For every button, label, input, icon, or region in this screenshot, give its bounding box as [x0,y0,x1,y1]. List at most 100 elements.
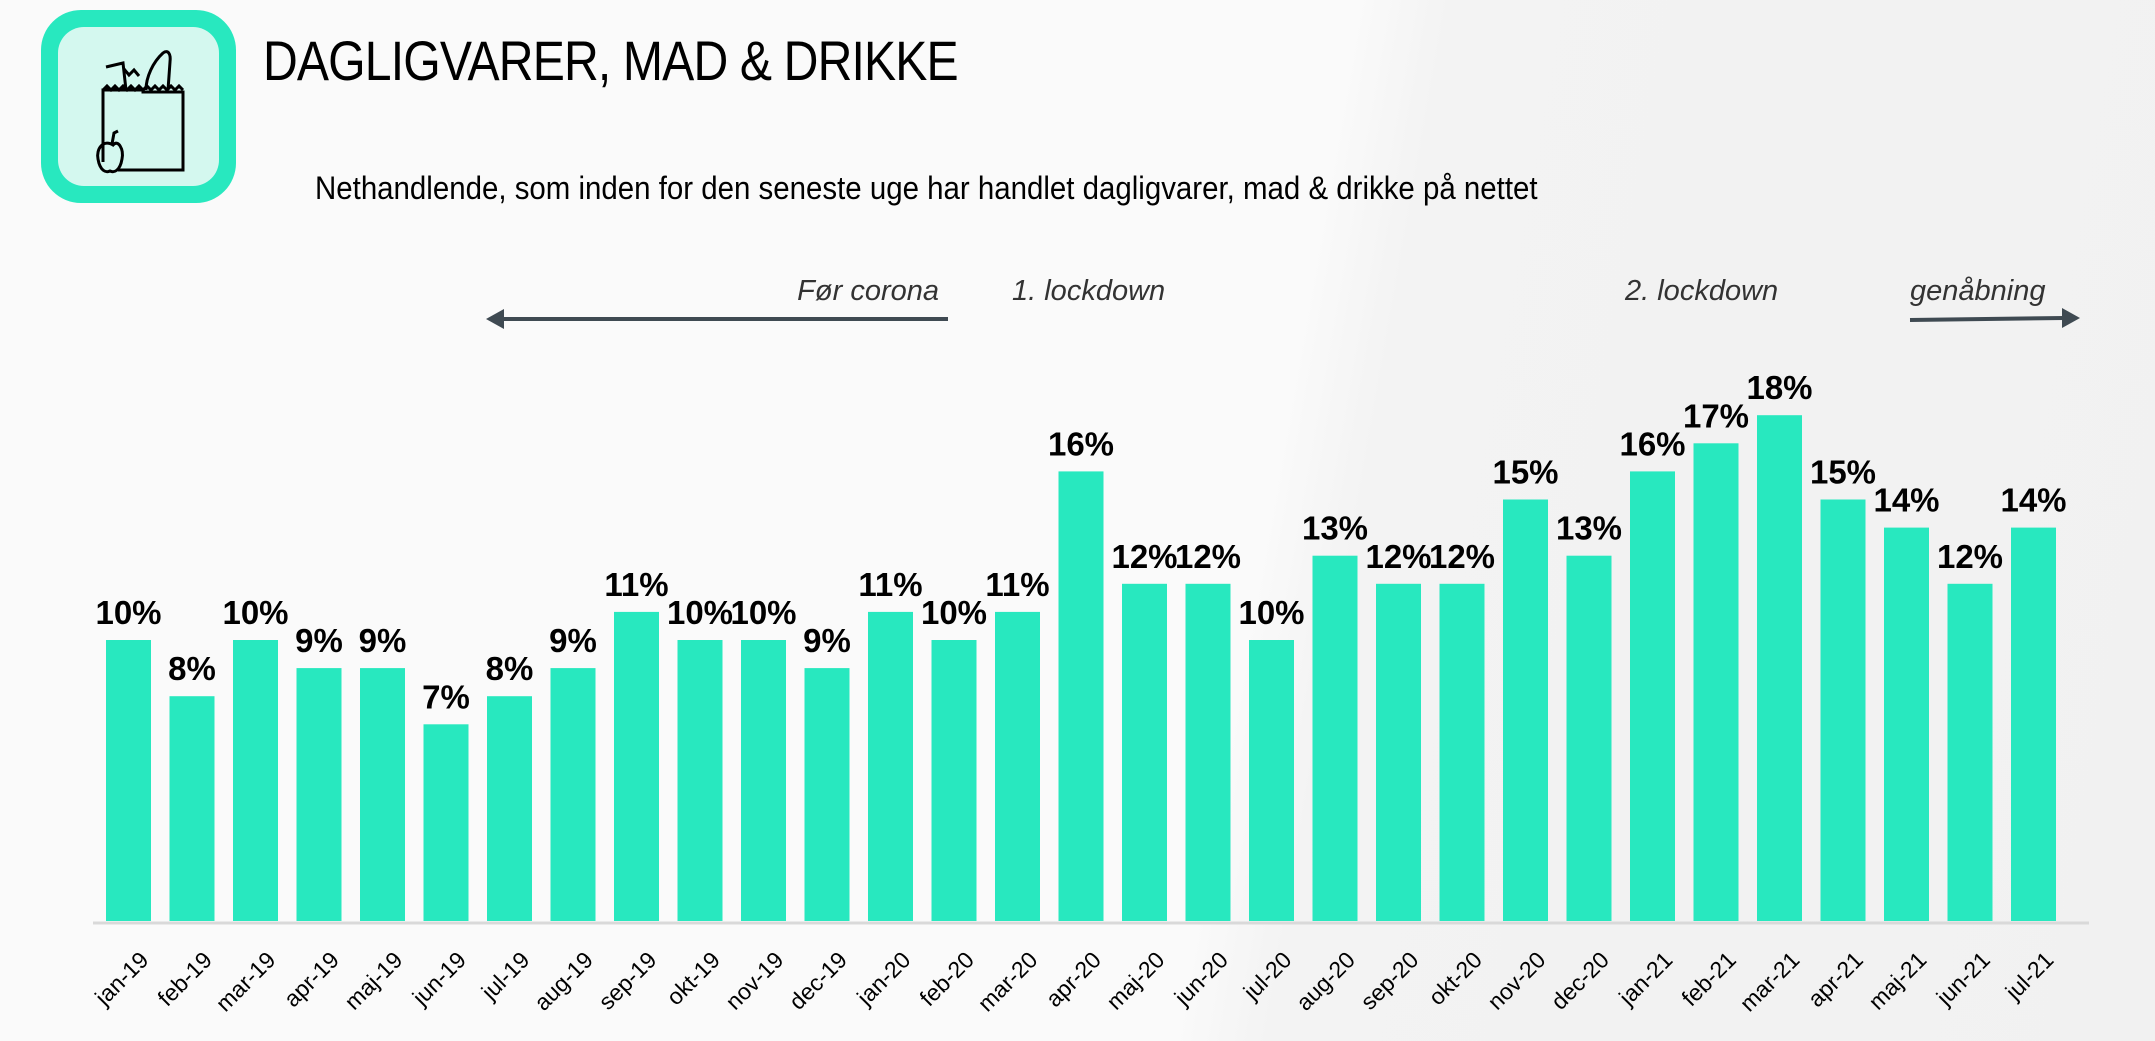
x-tick-label: jan-21 [1613,947,1677,1011]
bar-mar-21 [1757,415,1802,921]
data-label: 11% [858,566,922,603]
x-tick-label: dec-20 [1546,947,1614,1015]
grocery-icon-tile [41,10,236,203]
data-label: 10% [730,594,796,631]
bar-mar-20 [995,611,1040,921]
x-tick-label: jun-21 [1931,947,1995,1011]
data-label: 8% [486,650,534,687]
data-label: 9% [359,622,407,659]
x-tick-label: sep-19 [593,947,661,1015]
data-label: 12% [1175,538,1241,575]
data-label: 15% [1492,454,1558,491]
bar-feb-20 [931,640,977,921]
bar-mar-19 [233,640,278,921]
x-tick-label: okt-19 [661,947,725,1011]
data-label: 14% [1873,482,1939,519]
data-label: 10% [95,594,161,631]
x-tick-label: okt-20 [1423,947,1487,1011]
data-label: 13% [1302,510,1368,547]
bar-jun-21 [1947,583,1993,921]
page-title: DAGLIGVARER, MAD & DRIKKE [263,29,959,92]
bar-nov-19 [741,640,786,921]
data-label: 12% [1365,538,1431,575]
data-label: 11% [604,566,668,603]
bar-apr-20 [1058,471,1104,921]
bar-jan-19 [106,640,151,921]
data-label: 10% [921,594,987,631]
x-tick-label: mar-20 [973,947,1043,1017]
x-tick-label: aug-20 [1291,947,1360,1016]
x-tick-label: mar-19 [211,947,281,1017]
data-label: 16% [1048,425,1114,462]
data-label: 7% [422,678,470,715]
bar-feb-21 [1693,443,1739,921]
bar-apr-21 [1820,499,1866,921]
x-tick-label: jun-19 [407,947,471,1011]
bar-apr-19 [296,668,342,921]
annotation-before-corona: Før corona [797,275,939,307]
x-tick-label: feb-20 [914,947,979,1012]
bar-okt-20 [1439,583,1485,921]
data-label: 10% [1238,594,1304,631]
data-label: 11% [985,566,1049,603]
data-label: 10% [222,594,288,631]
x-tick-label: jun-20 [1169,947,1233,1011]
data-label: 13% [1556,510,1622,547]
bar-maj-20 [1122,583,1167,921]
x-tick-label: dec-19 [784,947,852,1015]
grocery-bag-icon [96,50,185,174]
bar-dec-19 [804,668,850,921]
x-tick-label: mar-21 [1735,947,1805,1017]
bar-feb-19 [169,696,215,921]
x-tick-label: feb-21 [1676,947,1741,1012]
bar-dec-20 [1566,555,1612,921]
data-label: 9% [549,622,597,659]
data-label: 14% [2000,482,2066,519]
x-tick-label: jan-20 [851,947,915,1011]
bar-okt-19 [677,640,723,921]
arrow-right-icon [1909,308,2080,328]
bar-aug-19 [550,668,596,921]
bar-jan-20 [868,611,913,921]
x-tick-label: feb-19 [152,947,217,1012]
x-tick-label: maj-21 [1863,947,1931,1015]
annotation-lockdown-1: 1. lockdown [1012,275,1166,307]
bar-sep-20 [1376,583,1421,921]
x-tick-label: nov-19 [720,947,788,1015]
data-label: 18% [1746,369,1812,406]
x-tick-label: jul-21 [2000,947,2059,1006]
x-tick-label: maj-19 [339,947,407,1015]
x-tick-label: jul-20 [1238,947,1297,1006]
bar-jun-20 [1185,583,1231,921]
data-label: 15% [1810,454,1876,491]
chart-subtitle: Nethandlende, som inden for den seneste … [315,170,1538,206]
x-tick-label: nov-20 [1482,947,1550,1015]
x-tick-label: apr-21 [1803,947,1868,1012]
bar-jan-21 [1630,471,1675,921]
data-label: 10% [667,594,733,631]
data-label: 17% [1683,397,1749,434]
arrow-left-icon [486,309,948,329]
bar-aug-20 [1312,555,1358,921]
x-tick-label: apr-20 [1041,947,1106,1012]
annotation-lockdown-2: 2. lockdown [1625,275,1779,307]
data-label: 9% [803,622,851,659]
x-tick-label: jan-19 [89,947,153,1011]
data-label: 8% [168,650,216,687]
bar-jul-21 [2011,527,2056,921]
annotation-reopening: genåbning [1910,275,2046,307]
x-tick-label: jul-19 [476,947,535,1006]
x-tick-label: maj-20 [1101,947,1169,1015]
x-tick-label: apr-19 [279,947,344,1012]
bar-sep-19 [614,611,659,921]
bar-jul-20 [1249,640,1294,921]
bar-jun-19 [423,724,469,921]
data-label: 16% [1619,425,1685,462]
bar-nov-20 [1503,499,1548,921]
data-label: 12% [1937,538,2003,575]
data-label: 9% [295,622,343,659]
x-tick-label: sep-20 [1355,947,1423,1015]
bar-jul-19 [487,696,532,921]
data-label: 12% [1429,538,1495,575]
